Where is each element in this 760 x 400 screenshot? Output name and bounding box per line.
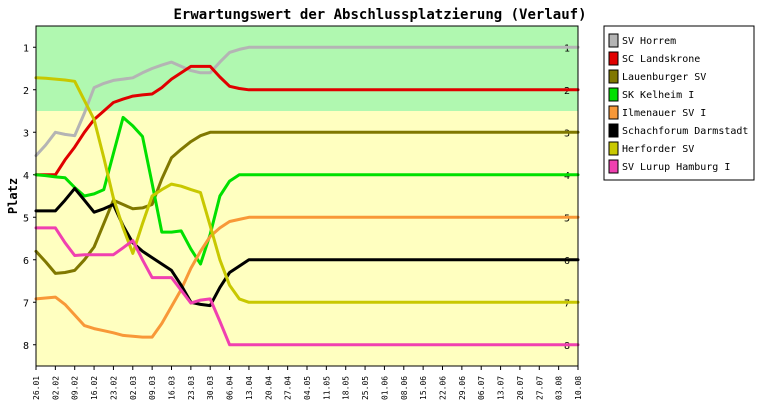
plot-frame xyxy=(35,25,579,367)
x-tick-label: 23.02 xyxy=(109,376,118,400)
legend-box xyxy=(603,25,755,181)
legend-label: SV Horrem xyxy=(622,36,676,47)
legend-swatch xyxy=(608,141,619,156)
legend-swatch xyxy=(608,123,619,138)
y-tick-label: 4 xyxy=(23,171,29,182)
x-tick-label: 22.06 xyxy=(439,376,448,400)
x-tick-label: 03.08 xyxy=(555,376,564,400)
y-tick-label: 6 xyxy=(23,256,29,267)
lower-zone-band xyxy=(36,111,578,366)
x-tick-label: 26.01 xyxy=(32,376,41,400)
legend-label: SV Lurup Hamburg I xyxy=(622,162,730,173)
legend: SV Horrem SC Landskrone Lauenburger SV SK K… xyxy=(603,25,755,181)
x-tick-label: 06.04 xyxy=(226,376,235,400)
x-tick-label: 09.02 xyxy=(71,376,80,400)
series-line-sv-lurup-hamburg-i xyxy=(34,226,580,347)
series-lines xyxy=(34,45,580,347)
legend-swatch xyxy=(608,159,619,174)
legend-swatch xyxy=(608,87,619,102)
legend-label: SK Kelheim I xyxy=(622,90,694,101)
x-tick-label: 04.05 xyxy=(303,376,312,400)
x-tick-label: 27.04 xyxy=(284,376,293,400)
x-tick-label: 15.06 xyxy=(419,376,428,400)
series-line-herforder-sv xyxy=(34,76,580,304)
chart-title: Erwartungswert der Abschlussplatzierung … xyxy=(173,7,586,23)
x-tick-label: 29.06 xyxy=(458,376,467,400)
x-tick-label: 01.06 xyxy=(380,376,389,400)
y-axis-label: Platz xyxy=(6,178,20,214)
x-tick-label: 09.03 xyxy=(148,376,157,400)
x-tick-label: 20.04 xyxy=(264,376,273,400)
x-tick-label: 02.03 xyxy=(129,376,138,400)
legend-label: Lauenburger SV xyxy=(622,72,706,83)
legend-swatch xyxy=(608,51,619,66)
series-line-sc-landskrone xyxy=(34,64,580,177)
y-tick-label: 8 xyxy=(23,341,29,352)
promotion-zone-band xyxy=(36,26,578,111)
legend-label: Ilmenauer SV I xyxy=(622,108,706,119)
legend-label: Schachforum Darmstadt xyxy=(622,126,748,137)
x-tick-label: 10.08 xyxy=(574,376,583,400)
y-tick-label: 7 xyxy=(23,298,29,309)
y-tick-label: 1 xyxy=(23,43,29,54)
series-line-schachforum-darmstadt xyxy=(34,186,580,308)
legend-swatch xyxy=(608,105,619,120)
y-tick-label: 3 xyxy=(23,128,29,139)
x-axis-ticks: 26.01 02.02 09.02 16.02 23.02 02.03 09.03 16.03… xyxy=(32,366,583,400)
x-tick-label: 11.05 xyxy=(322,376,331,400)
series-line-sk-kelheim-i xyxy=(34,115,580,266)
x-tick-label: 23.03 xyxy=(187,376,196,400)
legend-swatch xyxy=(608,69,619,84)
x-tick-label: 16.03 xyxy=(168,376,177,400)
x-tick-label: 08.06 xyxy=(400,376,409,400)
x-tick-label: 20.07 xyxy=(516,376,525,400)
legend-label: Herforder SV xyxy=(622,144,694,155)
x-tick-label: 06.07 xyxy=(477,376,486,400)
plot-background xyxy=(36,26,578,366)
x-tick-label: 18.05 xyxy=(342,376,351,400)
series-line-lauenburger-sv xyxy=(34,130,580,275)
x-tick-label: 13.04 xyxy=(245,376,254,400)
x-tick-label: 25.05 xyxy=(361,376,370,400)
y-tick-label: 2 xyxy=(23,86,29,97)
series-line-sv-horrem xyxy=(34,45,580,158)
x-tick-label: 27.07 xyxy=(535,376,544,400)
legend-label: SC Landskrone xyxy=(622,54,700,65)
x-tick-label: 13.07 xyxy=(497,376,506,400)
series-line-ilmenauer-sv-i xyxy=(34,215,580,339)
x-tick-label: 02.02 xyxy=(51,376,60,400)
x-tick-label: 30.03 xyxy=(206,376,215,400)
y-tick-label: 5 xyxy=(23,213,29,224)
legend-swatch xyxy=(608,33,619,48)
x-tick-label: 16.02 xyxy=(90,376,99,400)
